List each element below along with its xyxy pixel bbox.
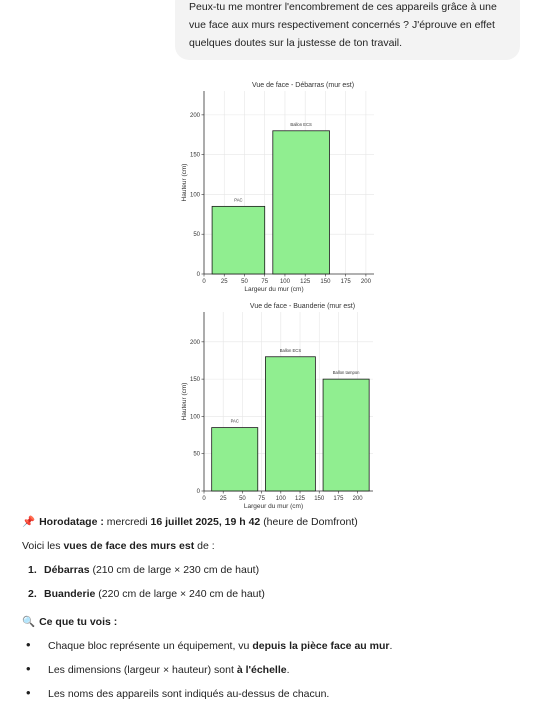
chart-buanderie-svg: 0 25 50 75 100 125 150 175 200 0 50 100 150 200 PAC Bal… (181, 303, 373, 510)
bar-label: Ballon tampon (333, 370, 360, 375)
x-tick-label: 150 (320, 279, 331, 285)
intro-prefix: Voici les (22, 540, 61, 552)
y-tick-label: 150 (190, 377, 201, 383)
x-tick-label: 25 (220, 496, 227, 502)
x-tick-label: 75 (261, 279, 268, 285)
user-message-text: Peux-tu me montrer l'encombrement de ces… (189, 1, 497, 49)
bullet-text: Chaque bloc représente un équipement, vu (48, 640, 250, 652)
list-number: 2. (28, 588, 37, 600)
bar-label: PAC (234, 197, 242, 202)
intro-line: Voici les vues de face des murs est de : (22, 536, 522, 560)
bullet-item: • Chaque bloc représente un équipement, … (22, 636, 522, 660)
bar (272, 130, 330, 275)
timestamp-label: Horodatage : (39, 516, 104, 528)
bar (211, 427, 259, 492)
list-item: 2. Buanderie (220 cm de large × 240 cm d… (22, 584, 522, 608)
user-message-bubble: Peux-tu me montrer l'encombrement de ces… (175, 0, 520, 60)
list-detail: (220 cm de large × 240 cm de haut) (98, 588, 265, 600)
bullet-item: • Les noms des appareils sont indiqués a… (22, 684, 522, 708)
x-axis-label: Largeur du mur (cm) (244, 503, 303, 510)
y-tick-label: 50 (193, 452, 200, 458)
timestamp-line: 📌 Horodatage : mercredi 16 juillet 2025, … (22, 512, 522, 536)
y-tick-label: 0 (197, 272, 201, 278)
chart-title: Vue de face - Buanderie (mur est) (250, 303, 355, 310)
chart-title: Vue de face - Débarras (mur est) (252, 82, 354, 89)
list-detail: (210 cm de large × 230 cm de haut) (92, 564, 260, 576)
y-tick-label: 150 (190, 153, 201, 159)
x-tick-label: 25 (221, 279, 228, 285)
chart-debarras: 0 25 50 75 100 125 150 175 200 0 50 100 150 200 PAC Bal… (0, 78, 400, 293)
bullet-dot-icon: • (26, 637, 31, 652)
list-number: 1. (28, 564, 37, 576)
section-heading: 🔍 Ce que tu vois : (22, 612, 522, 636)
x-tick-label: 150 (314, 496, 325, 502)
bullet-dot-icon: • (26, 685, 31, 700)
y-tick-label: 0 (197, 489, 201, 495)
list-item: 1. Débarras (210 cm de large × 230 cm de… (22, 560, 522, 584)
x-tick-label: 100 (276, 496, 287, 502)
y-tick-label: 100 (190, 192, 201, 198)
x-tick-label: 175 (341, 279, 352, 285)
bar-label: PAC (231, 419, 239, 424)
intro-bold: vues de face des murs est (63, 540, 195, 552)
bullet-dot-icon: • (26, 661, 31, 676)
bullet-text: Les dimensions (largeur × hauteur) sont (48, 664, 234, 676)
x-tick-label: 200 (361, 279, 372, 285)
x-tick-label: 200 (353, 496, 364, 502)
bar-label: Ballon ECS (290, 122, 312, 127)
bar (322, 378, 370, 492)
assistant-message: 📌 Horodatage : mercredi 16 juillet 2025, … (22, 512, 522, 708)
bar (265, 356, 316, 492)
bar-label: Ballon ECS (280, 348, 302, 353)
magnifier-icon: 🔍 (22, 616, 36, 628)
bullet-bold: à l'échelle (236, 664, 287, 676)
x-tick-label: 50 (241, 279, 248, 285)
intro-suffix: de : (197, 540, 215, 552)
chart-buanderie: 0 25 50 75 100 125 150 175 200 0 50 100 150 200 PAC Bal… (0, 296, 400, 516)
bullet-item: • Les dimensions (largeur × hauteur) son… (22, 660, 522, 684)
bullet-text: Les noms des appareils sont indiqués au-… (48, 688, 330, 700)
bar (211, 205, 266, 275)
y-tick-label: 50 (193, 232, 200, 238)
x-tick-label: 125 (300, 279, 311, 285)
x-tick-label: 0 (202, 496, 206, 502)
y-axis-label: Hauteur (cm) (181, 383, 188, 421)
section-title: Ce que tu vois : (39, 616, 118, 628)
bullet-suffix: . (286, 664, 290, 676)
x-axis-label: Largeur du mur (cm) (244, 286, 303, 293)
list-name: Buanderie (44, 588, 96, 600)
y-tick-label: 100 (190, 414, 201, 420)
bullet-suffix: . (389, 640, 393, 652)
x-tick-label: 175 (333, 496, 344, 502)
x-tick-label: 0 (202, 279, 206, 285)
chart-debarras-svg: 0 25 50 75 100 125 150 175 200 0 50 100 150 200 PAC Bal… (181, 82, 374, 293)
list-name: Débarras (44, 564, 90, 576)
y-axis-label: Hauteur (cm) (181, 164, 188, 202)
timestamp-suffix: (heure de Domfront) (263, 516, 358, 528)
y-tick-label: 200 (190, 113, 201, 119)
timestamp-prefix: mercredi (106, 516, 148, 528)
x-tick-label: 100 (280, 279, 291, 285)
x-tick-label: 50 (239, 496, 246, 502)
bullet-bold: depuis la pièce face au mur (252, 640, 390, 652)
timestamp-date: 16 juillet 2025, 19 h 42 (150, 516, 261, 528)
pushpin-icon: 📌 (22, 516, 36, 528)
x-tick-label: 125 (295, 496, 306, 502)
x-tick-label: 75 (258, 496, 265, 502)
y-tick-label: 200 (190, 340, 201, 346)
